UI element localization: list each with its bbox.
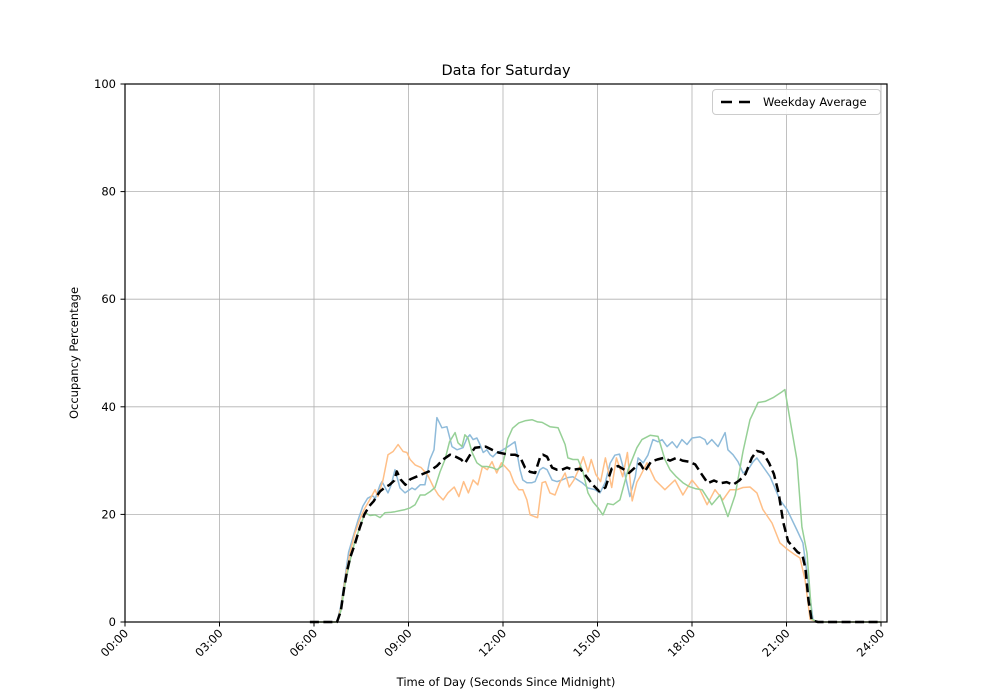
- y-tick-label: 100: [94, 77, 116, 91]
- legend-label: Weekday Average: [763, 95, 867, 109]
- x-tick-label: 21:00: [759, 626, 792, 659]
- y-tick-label: 0: [109, 615, 116, 629]
- y-tick-label: 20: [101, 507, 116, 521]
- y-axis-label: Occupancy Percentage: [67, 287, 81, 419]
- x-tick-label: 09:00: [381, 626, 414, 659]
- weekday-average-line: [309, 445, 881, 624]
- axis-ticks: [120, 83, 882, 627]
- chart-title: Data for Saturday: [441, 63, 571, 79]
- legend: Weekday Average: [712, 89, 881, 115]
- x-tick-label: 00:00: [98, 626, 131, 659]
- y-tick-label: 60: [101, 292, 116, 306]
- legend-box: [712, 89, 881, 115]
- y-tick-label: 80: [101, 185, 116, 199]
- x-tick-label: 12:00: [476, 626, 509, 659]
- y-tick-label: 40: [101, 400, 116, 414]
- data-series: [309, 388, 881, 624]
- series-blue-line: [309, 416, 881, 623]
- series-green-line: [309, 388, 881, 623]
- x-tick-label: 06:00: [287, 626, 320, 659]
- y-tick-labels: 0 20 40 60 80 100: [94, 77, 116, 629]
- x-tick-labels: 00:00 03:00 06:00 09:00 12:00 15:00 18:00 21:00…: [98, 626, 887, 659]
- x-tick-label: 18:00: [665, 626, 698, 659]
- plot-border: [124, 83, 888, 623]
- gridlines: [124, 83, 887, 623]
- x-tick-label: 15:00: [570, 626, 603, 659]
- x-axis-label: Time of Day (Seconds Since Midnight): [396, 675, 616, 689]
- x-tick-label: 24:00: [854, 626, 887, 659]
- series-orange-line: [309, 443, 881, 623]
- x-tick-label: 03:00: [192, 626, 225, 659]
